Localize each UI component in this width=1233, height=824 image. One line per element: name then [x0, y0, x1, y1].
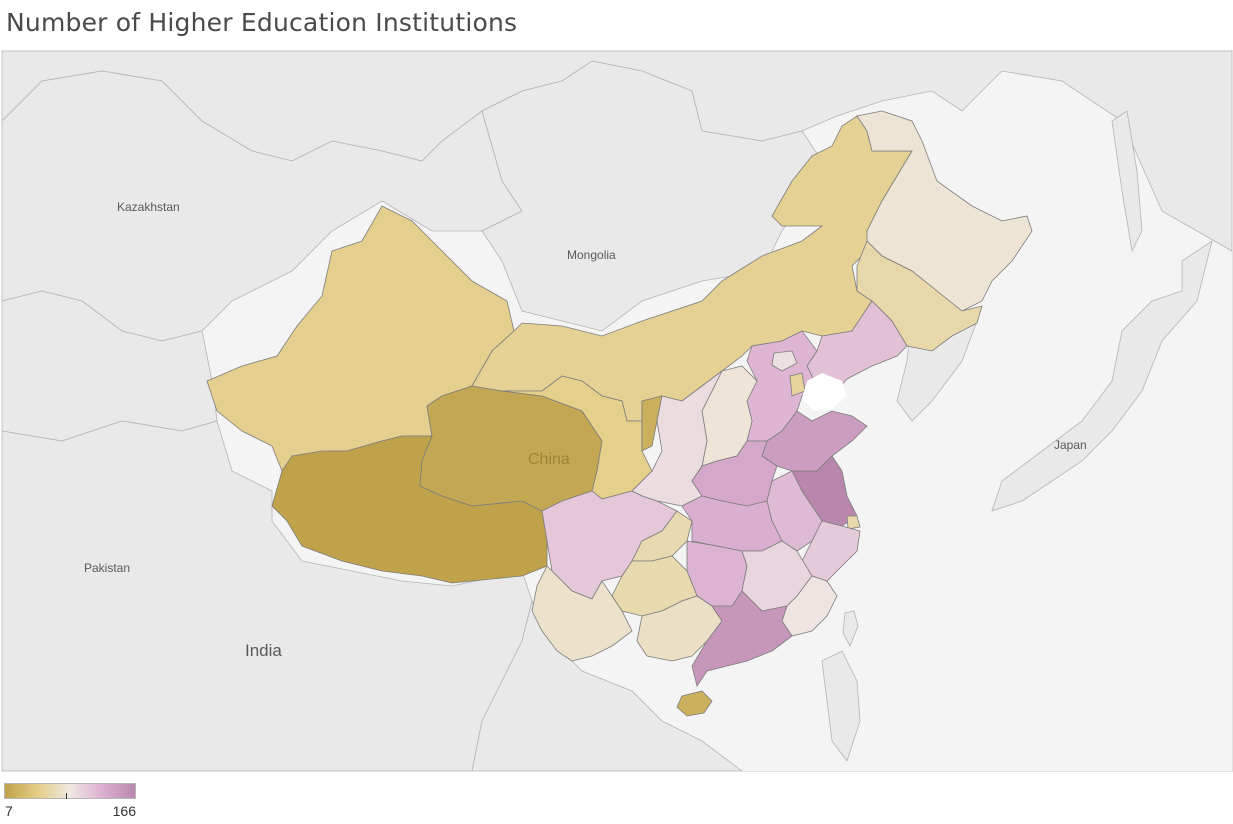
province-gansu[interactable] [501, 375, 653, 500]
legend-max-label: 166 [112, 803, 136, 819]
label-mongolia: Mongolia [567, 248, 616, 262]
philippines-land [821, 650, 861, 762]
province-shanghai[interactable] [846, 515, 861, 530]
province-hainan[interactable] [676, 690, 713, 717]
label-japan: Japan [1054, 438, 1087, 452]
taiwan-land [842, 610, 859, 647]
china-provinces [206, 110, 1033, 717]
province-shandong[interactable] [761, 410, 868, 472]
southeast-asia-land [471, 599, 743, 771]
color-legend: 7 166 [4, 783, 136, 823]
mongolia-land [481, 60, 823, 332]
legend-gradient-bar [4, 783, 136, 799]
bohai-sea [802, 373, 847, 411]
neighbor-land [2, 51, 1232, 771]
province-beijing[interactable] [771, 350, 798, 372]
label-kazakhstan: Kazakhstan [117, 200, 180, 214]
sakhalin-land [1111, 110, 1143, 253]
map-title: Number of Higher Education Institutions [6, 8, 518, 37]
label-pakistan: Pakistan [84, 561, 130, 575]
legend-min-label: 7 [5, 803, 13, 819]
map-canvas[interactable]: Kazakhstan Mongolia China Japan Pakistan… [2, 51, 1232, 771]
province-yunnan[interactable] [531, 565, 633, 662]
province-guangdong[interactable] [691, 590, 793, 687]
legend-midpoint-tick [66, 793, 67, 799]
label-india: India [245, 641, 282, 660]
label-china: China [528, 451, 570, 468]
choropleth-map[interactable]: Kazakhstan Mongolia China Japan Pakistan… [1, 50, 1233, 772]
japan-land [991, 240, 1213, 512]
